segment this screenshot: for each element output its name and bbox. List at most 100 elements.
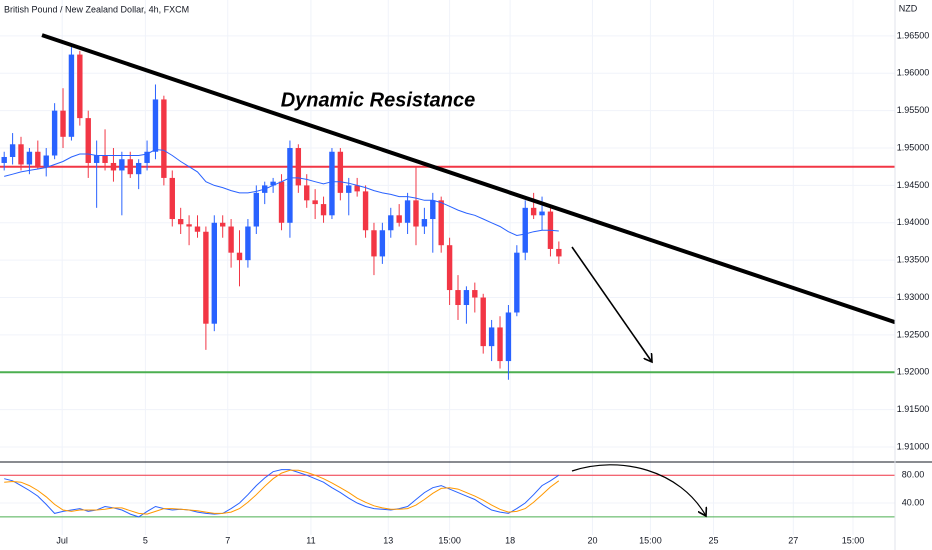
candle-body bbox=[329, 151, 335, 216]
candle-body bbox=[144, 151, 150, 163]
candle-body bbox=[51, 110, 58, 156]
moving-average bbox=[4, 148, 559, 237]
candle-body bbox=[211, 222, 217, 324]
x-tick-label: 5 bbox=[143, 535, 148, 545]
y-tick-label: 1.95500 bbox=[897, 105, 930, 115]
candle-body bbox=[522, 207, 528, 253]
candle-body bbox=[354, 185, 360, 192]
candle-body bbox=[119, 159, 125, 171]
candle-body bbox=[18, 144, 24, 165]
candle-body bbox=[161, 99, 167, 178]
x-tick-label: 13 bbox=[383, 535, 393, 545]
candle-body bbox=[488, 327, 495, 347]
y-tick-label: 1.91000 bbox=[897, 441, 930, 451]
candle-body bbox=[379, 230, 386, 257]
candle-body bbox=[110, 162, 117, 171]
candle-body bbox=[497, 327, 503, 362]
candle-body bbox=[228, 226, 234, 253]
unit-label: NZD bbox=[899, 3, 918, 13]
y-tick-label: 1.96500 bbox=[897, 30, 930, 40]
x-tick-label: 15:00 bbox=[842, 535, 865, 545]
candle-body bbox=[26, 151, 33, 165]
y-tick-label: 1.92500 bbox=[897, 329, 930, 339]
candle-body bbox=[85, 118, 91, 163]
candle-body bbox=[446, 245, 453, 291]
candle-body bbox=[236, 252, 243, 261]
candle-body bbox=[194, 226, 201, 232]
y-tick-label: 1.93500 bbox=[897, 255, 930, 265]
candle-body bbox=[362, 191, 369, 231]
x-tick-label: 18 bbox=[505, 535, 515, 545]
candle-body bbox=[203, 231, 209, 324]
y-tick-label: 1.94000 bbox=[897, 217, 930, 227]
candle-body bbox=[539, 211, 545, 216]
y-tick-label: 1.93000 bbox=[897, 292, 930, 302]
x-tick-label: 15:00 bbox=[639, 535, 662, 545]
candle-body bbox=[337, 151, 344, 193]
candle-body bbox=[514, 252, 520, 313]
candle-body bbox=[421, 219, 428, 227]
annotation: Dynamic Resistance bbox=[281, 89, 476, 111]
candle-body bbox=[480, 297, 486, 347]
down-arrow bbox=[571, 246, 652, 362]
candle-body bbox=[312, 200, 318, 205]
candle-body bbox=[371, 230, 377, 257]
oscillator-line bbox=[4, 469, 560, 515]
y-tick-label: 1.92000 bbox=[897, 367, 930, 377]
x-tick-label: 27 bbox=[788, 535, 798, 545]
candle-body bbox=[430, 200, 436, 220]
candle-body bbox=[270, 181, 276, 186]
candle-body bbox=[77, 54, 83, 119]
candle-body bbox=[396, 215, 402, 223]
candle-body bbox=[60, 110, 66, 137]
candle-body bbox=[177, 219, 184, 225]
y-tick-label: 1.91500 bbox=[897, 404, 930, 414]
y-tick-label: 1.94500 bbox=[897, 180, 930, 190]
y-tick-label: 80.00 bbox=[902, 470, 925, 480]
candle-body bbox=[278, 181, 285, 223]
candle-body bbox=[388, 215, 394, 231]
candle-body bbox=[438, 200, 444, 246]
x-tick-label: 25 bbox=[708, 535, 718, 545]
x-tick-label: Jul bbox=[56, 535, 68, 545]
candle-body bbox=[186, 224, 192, 227]
candle-body bbox=[472, 290, 478, 298]
candle-body bbox=[219, 222, 226, 227]
candle-body bbox=[320, 204, 327, 216]
candle-body bbox=[93, 155, 100, 163]
candle-body bbox=[102, 155, 108, 163]
chart-title: British Pound / New Zealand Dollar, 4h, … bbox=[4, 4, 189, 14]
candle-body bbox=[169, 177, 175, 220]
y-tick-label: 40.00 bbox=[902, 497, 925, 507]
candle-body bbox=[346, 185, 352, 193]
candle-body bbox=[152, 99, 159, 152]
candle-body bbox=[35, 151, 41, 167]
candle-body bbox=[295, 148, 302, 186]
x-tick-label: 15:00 bbox=[438, 535, 461, 545]
candle-body bbox=[530, 207, 537, 216]
candle-body bbox=[404, 200, 411, 223]
y-tick-label: 1.96000 bbox=[897, 68, 930, 78]
oscillator-arrow bbox=[571, 464, 706, 516]
candle-body bbox=[9, 144, 16, 157]
candle-body bbox=[43, 155, 49, 167]
candle-body bbox=[505, 312, 512, 362]
candle-body bbox=[245, 226, 251, 261]
candle-body bbox=[127, 159, 133, 175]
candle-body bbox=[287, 148, 293, 223]
candle-body bbox=[1, 156, 7, 163]
trendline bbox=[41, 33, 896, 325]
candle-body bbox=[253, 192, 260, 227]
x-tick-label: 11 bbox=[306, 535, 315, 545]
candle-body bbox=[304, 185, 310, 201]
candle-body bbox=[455, 290, 461, 306]
candle-body bbox=[556, 248, 562, 257]
candle-body bbox=[463, 290, 470, 306]
y-tick-label: 1.95000 bbox=[897, 142, 930, 152]
candle-body bbox=[135, 162, 142, 175]
marks bbox=[0, 33, 896, 518]
candle-body bbox=[413, 200, 419, 227]
x-tick-label: 7 bbox=[225, 535, 230, 545]
